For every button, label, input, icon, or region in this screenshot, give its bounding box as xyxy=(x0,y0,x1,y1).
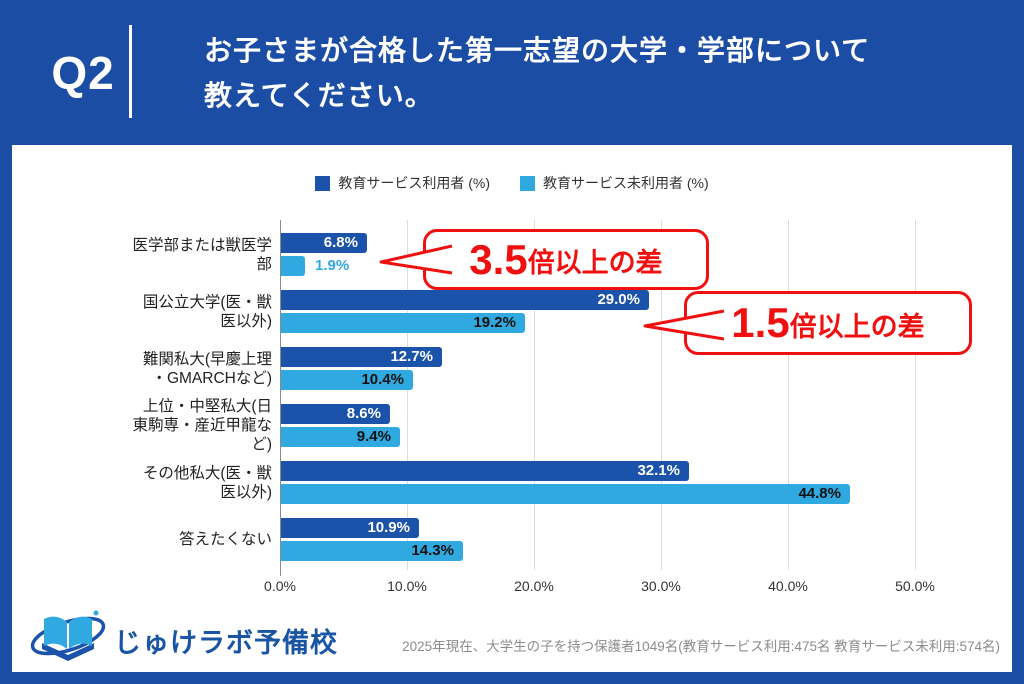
category-label: その他私大(医・獣 医以外) xyxy=(142,464,272,501)
value-label: 6.8% xyxy=(323,234,358,251)
question-number: Q2 xyxy=(51,46,115,99)
value-label: 14.3% xyxy=(411,542,454,559)
bar-series0-cat3 xyxy=(281,404,390,424)
bar-series0-cat0 xyxy=(281,233,367,253)
callout-3-5x-tail xyxy=(379,244,453,275)
category-label: 上位・中堅私大(日 東駒専・産近甲龍な ど) xyxy=(132,398,272,453)
category-label: 難関私大(早慶上理 ・GMARCHなど) xyxy=(142,350,272,387)
book-orbit-icon xyxy=(30,610,106,661)
y-axis-baseline xyxy=(280,220,281,576)
legend-label-users: 教育サービス利用者 (%) xyxy=(338,175,490,191)
callout-1-5x-tail xyxy=(643,309,725,341)
callout-1-5x-text: 倍以上の差 xyxy=(789,311,925,342)
gridline xyxy=(407,220,408,570)
survey-source-note: 2025年現在、大学生の子を持つ保護者1049名(教育サービス利用:475名 教… xyxy=(402,639,1000,654)
category-label: 国公立大学(医・獣 医以外) xyxy=(142,293,272,330)
callout-3-5x-number: 3.5 xyxy=(469,235,528,283)
question-title: お子さまが合格した第一志望の大学・学部について 教えてください。 xyxy=(204,35,871,111)
category-label: 医学部または獣医学 部 xyxy=(132,236,272,273)
bar-series1-cat2 xyxy=(281,370,413,390)
value-label: 10.9% xyxy=(367,519,410,536)
legend-swatch-users xyxy=(315,175,331,191)
value-label: 12.7% xyxy=(390,348,433,365)
legend-label-nonusers: 教育サービス未利用者 (%) xyxy=(543,175,709,191)
header-divider xyxy=(129,25,132,118)
bar-series1-cat1 xyxy=(281,313,525,333)
x-axis-tick-label: 10.0% xyxy=(387,578,427,594)
callout-3-5x-gap: 3.5 倍以上の差 xyxy=(423,229,709,290)
value-label: 19.2% xyxy=(473,314,516,331)
bar-series1-cat5 xyxy=(281,541,463,561)
x-axis-tick-label: 40.0% xyxy=(768,578,808,594)
brand-logo: じゅけラボ予備校 xyxy=(28,605,338,665)
chart-panel: 教育サービス利用者 (%) 教育サービス未利用者 (%) 0.0% 10.0% 20… xyxy=(12,145,1012,672)
legend-item-nonusers: 教育サービス未利用者 (%) xyxy=(520,173,709,193)
bar-series0-cat2 xyxy=(281,347,442,367)
value-label: 10.4% xyxy=(361,371,404,388)
value-label: 1.9% xyxy=(315,257,350,274)
gridline xyxy=(534,220,535,570)
bar-series1-cat4 xyxy=(281,484,850,504)
brand-name: じゅけラボ予備校 xyxy=(114,627,338,658)
x-axis-tick-label: 50.0% xyxy=(895,578,935,594)
bar-series1-cat0 xyxy=(281,256,305,276)
value-label: 29.0% xyxy=(597,291,640,308)
callout-3-5x-text: 倍以上の差 xyxy=(527,248,663,278)
gridline xyxy=(661,220,662,570)
value-label: 8.6% xyxy=(346,405,381,422)
gridline xyxy=(915,220,916,570)
legend-item-users: 教育サービス利用者 (%) xyxy=(315,173,490,193)
callout-1-5x-number: 1.5 xyxy=(731,299,790,346)
callout-1-5x-gap: 1.5 倍以上の差 xyxy=(684,291,972,355)
legend-swatch-nonusers xyxy=(520,175,535,191)
value-label: 9.4% xyxy=(356,428,391,445)
bar-series0-cat5 xyxy=(281,518,419,538)
bar-series0-cat1 xyxy=(281,290,649,310)
x-axis-tick-label: 0.0% xyxy=(264,578,296,594)
x-axis-tick-label: 20.0% xyxy=(514,578,554,594)
category-label: 答えたくない xyxy=(178,531,272,548)
bar-series0-cat4 xyxy=(281,461,689,481)
x-axis-tick-label: 30.0% xyxy=(641,578,681,594)
value-label: 44.8% xyxy=(798,485,841,502)
bar-series1-cat3 xyxy=(281,427,400,447)
chart-legend: 教育サービス利用者 (%) 教育サービス未利用者 (%) xyxy=(12,173,1012,193)
value-label: 32.1% xyxy=(637,462,680,479)
gridline xyxy=(788,220,789,570)
